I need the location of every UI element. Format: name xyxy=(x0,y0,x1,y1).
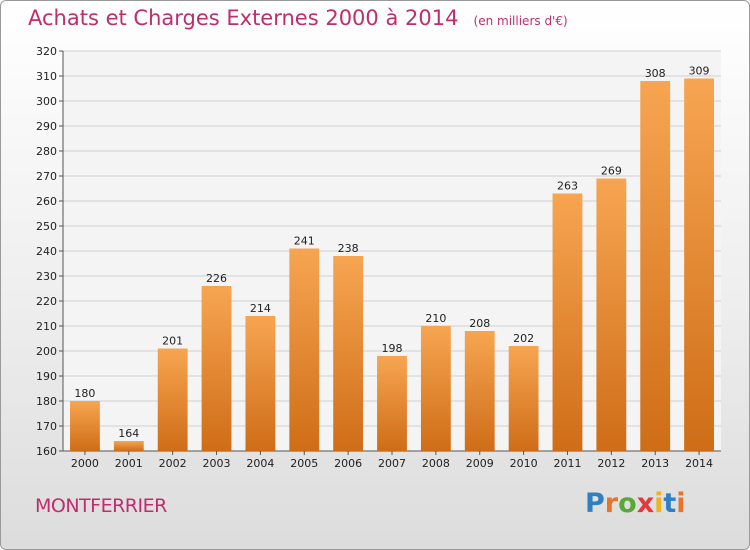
logo-letter: i xyxy=(676,488,686,519)
x-tick-label-2006: 2006 xyxy=(334,457,362,470)
logo-letter: t xyxy=(663,488,677,519)
value-label-2013: 308 xyxy=(645,67,666,80)
y-tick-label: 180 xyxy=(36,395,57,408)
value-label-2010: 202 xyxy=(513,332,534,345)
x-tick-label-2009: 2009 xyxy=(466,457,494,470)
y-tick-label: 190 xyxy=(36,370,57,383)
x-tick-label-2012: 2012 xyxy=(597,457,625,470)
y-tick-label: 220 xyxy=(36,295,57,308)
x-tick-label-2002: 2002 xyxy=(159,457,187,470)
bar-2011 xyxy=(552,193,583,451)
logo-letter: i xyxy=(654,488,664,519)
bar-2014 xyxy=(684,78,714,451)
y-tick-label: 250 xyxy=(36,220,57,233)
bar-2007 xyxy=(377,356,407,451)
x-tick-label-2007: 2007 xyxy=(378,457,406,470)
y-tick-label: 290 xyxy=(36,120,57,133)
bar-2002 xyxy=(157,348,188,451)
y-tick-label: 240 xyxy=(36,245,57,258)
logo-letter: r xyxy=(604,488,619,519)
y-tick-label: 200 xyxy=(36,345,57,358)
bar-2005 xyxy=(289,248,320,451)
logo-letter: x xyxy=(636,488,655,519)
y-tick-label: 300 xyxy=(36,95,57,108)
value-label-2011: 263 xyxy=(557,180,578,193)
y-tick-label: 160 xyxy=(36,445,57,458)
x-tick-label-2000: 2000 xyxy=(71,457,99,470)
x-tick-label-2001: 2001 xyxy=(115,457,143,470)
bar-2008 xyxy=(420,326,451,451)
x-tick-label-2011: 2011 xyxy=(553,457,581,470)
y-tick-label: 280 xyxy=(36,145,57,158)
logo-letter: P xyxy=(585,488,605,519)
x-tick-label-2010: 2010 xyxy=(510,457,538,470)
value-label-2002: 201 xyxy=(162,335,183,348)
bar-2010 xyxy=(508,346,539,451)
x-tick-label-2004: 2004 xyxy=(246,457,274,470)
bar-2012 xyxy=(596,178,627,451)
bar-2000 xyxy=(70,401,100,451)
value-label-2000: 180 xyxy=(74,387,95,400)
bar-2001 xyxy=(113,441,144,451)
x-tick-label-2003: 2003 xyxy=(203,457,231,470)
y-tick-label: 310 xyxy=(36,70,57,83)
bar-2013 xyxy=(640,81,671,451)
value-label-2004: 214 xyxy=(250,302,271,315)
value-label-2003: 226 xyxy=(206,272,227,285)
logo-letter: o xyxy=(618,488,637,519)
x-tick-label-2013: 2013 xyxy=(641,457,669,470)
y-tick-label: 320 xyxy=(36,45,57,58)
bar-2004 xyxy=(245,316,276,451)
x-tick-label-2008: 2008 xyxy=(422,457,450,470)
bar-2003 xyxy=(201,286,232,451)
subtitle-text: (en milliers d'€) xyxy=(473,14,568,28)
chart-title: Achats et Charges Externes 2000 à 2014 (… xyxy=(28,6,568,30)
y-tick-label: 260 xyxy=(36,195,57,208)
y-tick-label: 210 xyxy=(36,320,57,333)
title-text: Achats et Charges Externes 2000 à 2014 xyxy=(28,6,459,30)
y-tick-label: 170 xyxy=(36,420,57,433)
value-label-2006: 238 xyxy=(338,242,359,255)
commune-name: MONTFERRIER xyxy=(35,495,167,517)
value-label-2012: 269 xyxy=(601,165,622,178)
proxiti-logo: Proxiti xyxy=(585,488,686,519)
y-tick-label: 230 xyxy=(36,270,57,283)
value-label-2014: 309 xyxy=(689,65,710,78)
value-label-2005: 241 xyxy=(294,235,315,248)
value-label-2001: 164 xyxy=(118,427,139,440)
y-tick-label: 270 xyxy=(36,170,57,183)
value-label-2008: 210 xyxy=(425,312,446,325)
x-tick-label-2014: 2014 xyxy=(685,457,713,470)
x-tick-label-2005: 2005 xyxy=(290,457,318,470)
bar-2006 xyxy=(333,256,364,451)
bar-2009 xyxy=(464,331,495,451)
value-label-2009: 208 xyxy=(469,317,490,330)
value-label-2007: 198 xyxy=(382,342,403,355)
